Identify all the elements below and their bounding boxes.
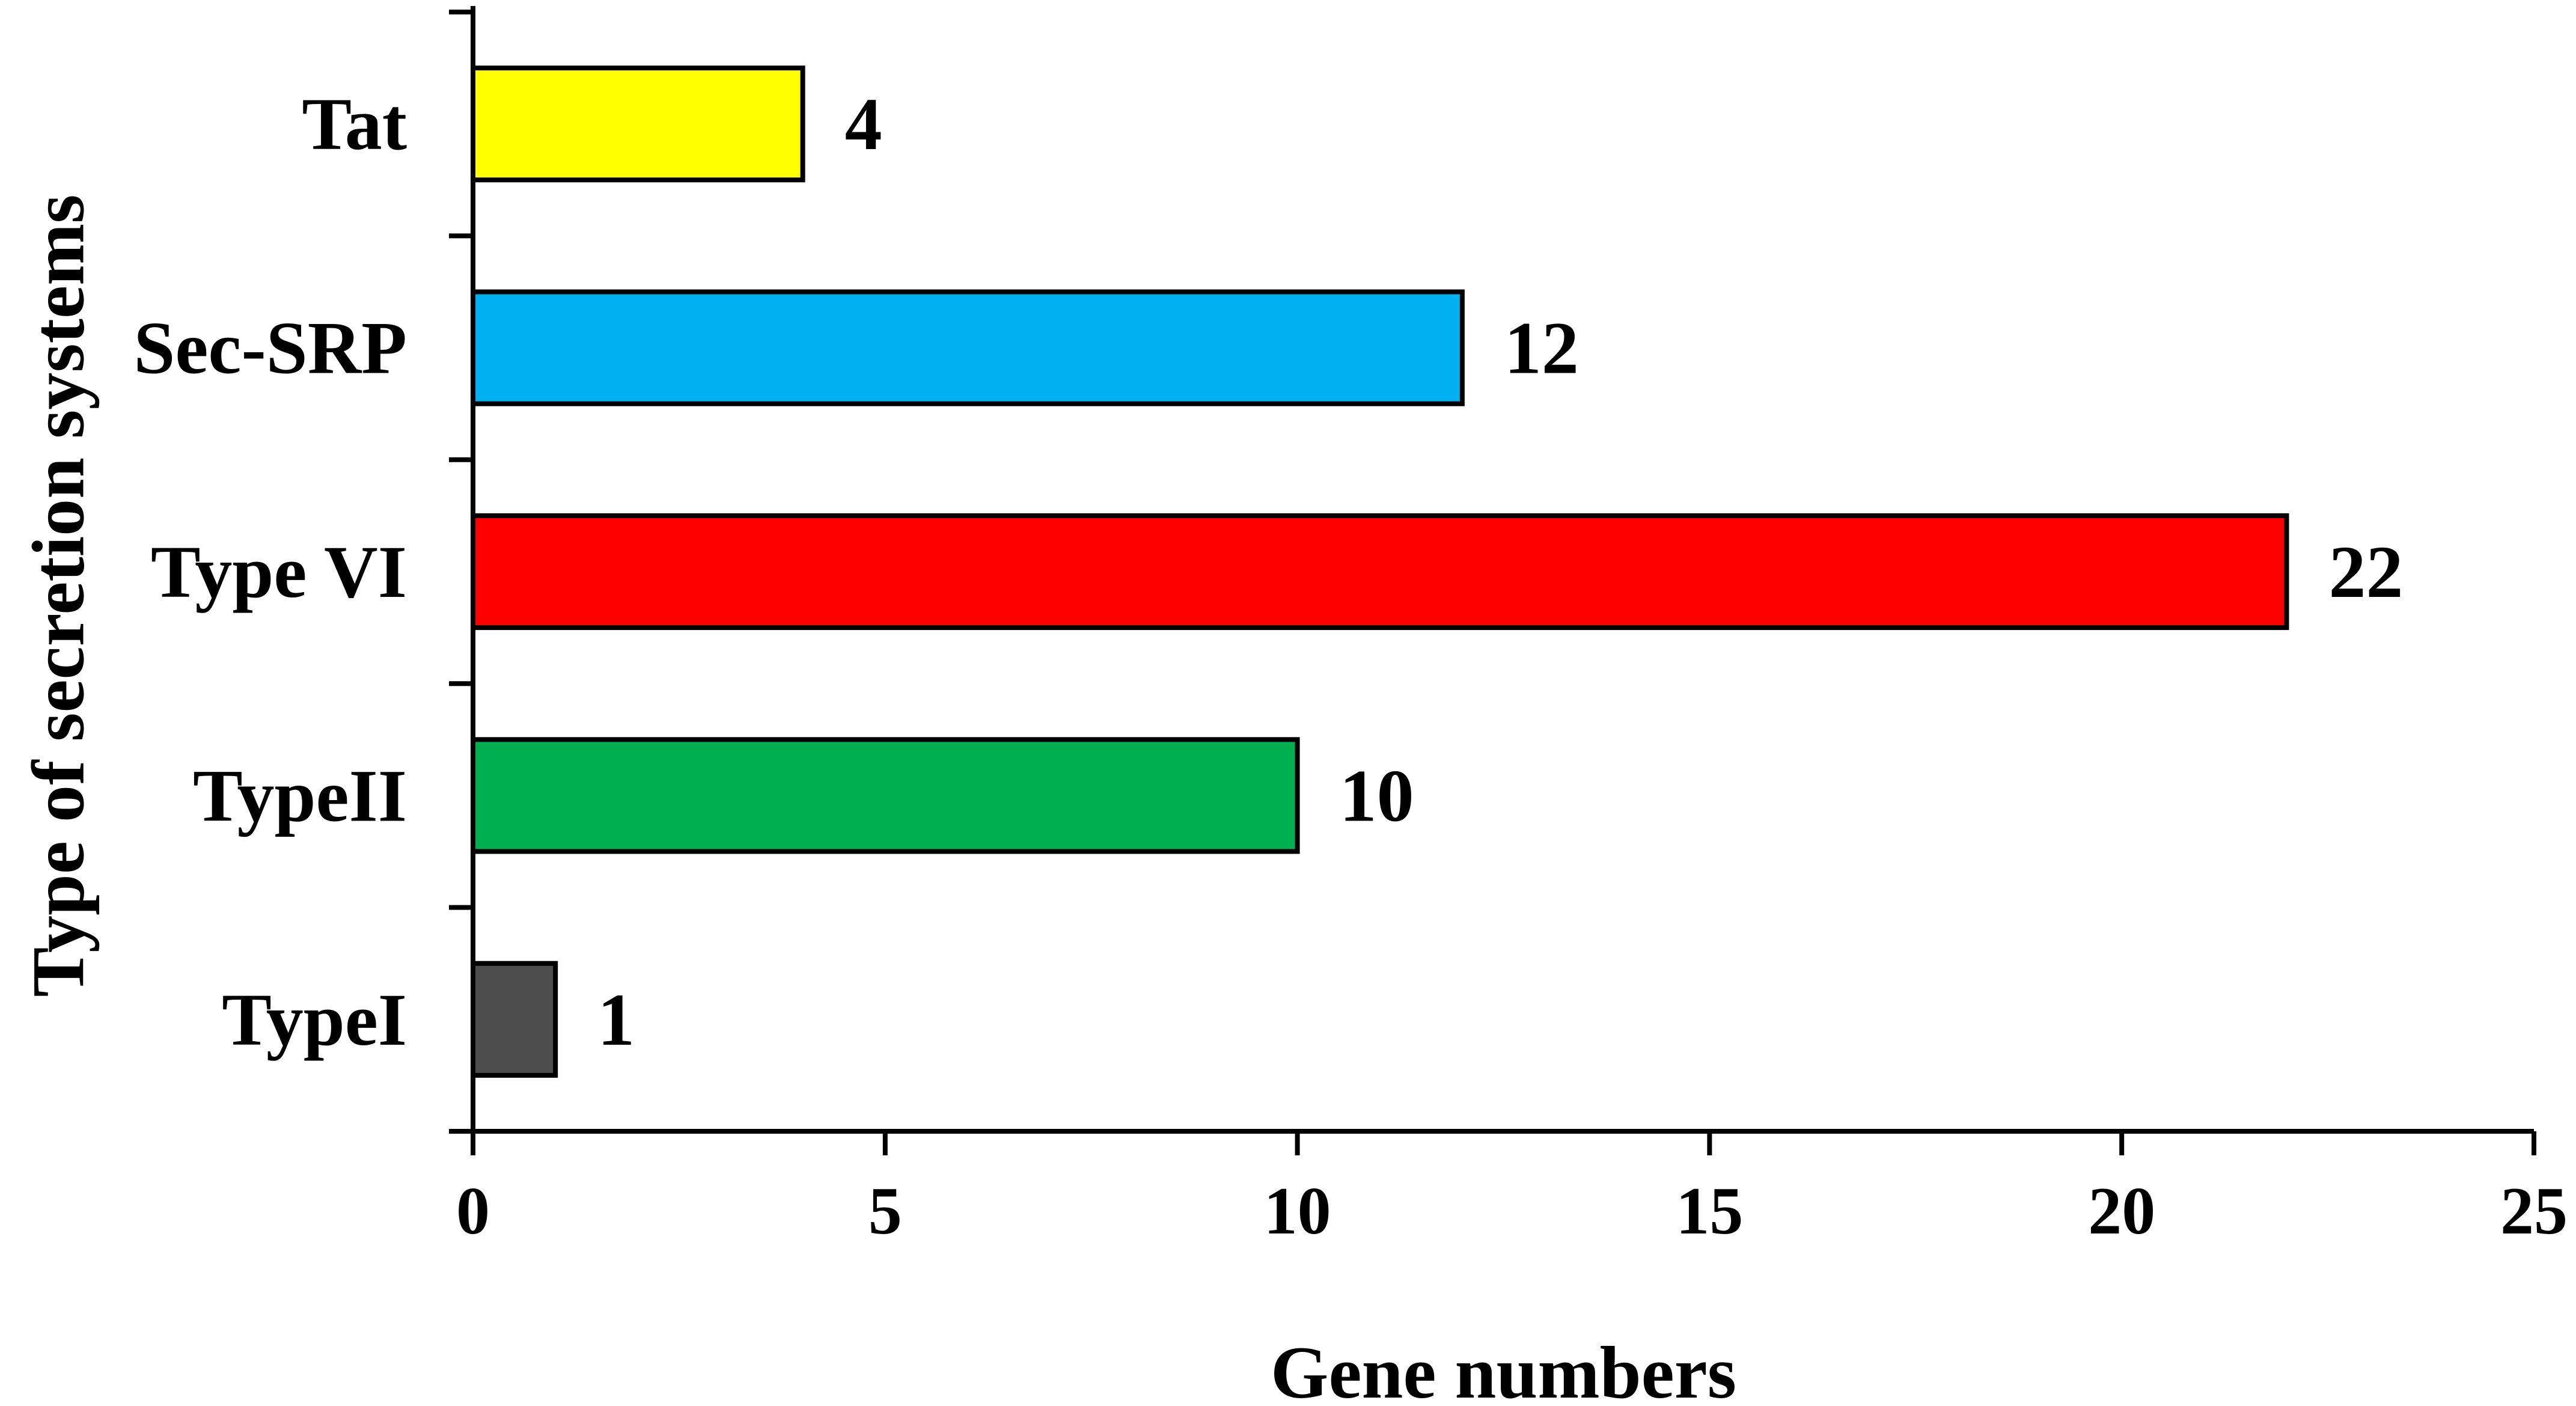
bar	[471, 737, 1300, 854]
y-axis-title: Type of secretion systems	[17, 194, 99, 997]
bar-value-label: 12	[1504, 307, 1579, 390]
category-label: TypeI	[222, 979, 407, 1061]
bars-group	[471, 66, 2289, 1078]
axes-group	[449, 6, 2534, 1134]
bar	[471, 513, 2289, 631]
category-label: Tat	[302, 83, 407, 165]
category-label: Type VI	[151, 531, 407, 613]
x-tick-labels-group: 0 5 10 15 20 25	[456, 1174, 2568, 1249]
bar	[471, 289, 1465, 406]
x-axis-title: Gene numbers	[1271, 1331, 1736, 1406]
category-labels-group: TypeI TypeII Type VI Sec-SRP Tat	[133, 83, 407, 1061]
category-label: Sec-SRP	[133, 307, 407, 390]
bar-value-label: 10	[1340, 754, 1414, 837]
y-ticks-group	[449, 10, 473, 1134]
value-labels-group: 1 10 22 12 4	[597, 83, 2403, 1061]
category-label: TypeII	[193, 754, 407, 837]
bar	[471, 961, 558, 1078]
bar-value-label: 22	[2329, 531, 2404, 613]
x-ticks-group	[471, 1131, 2536, 1155]
x-tick-label: 15	[1676, 1174, 1743, 1249]
bar-value-label: 4	[845, 83, 882, 165]
bar-value-label: 1	[597, 979, 635, 1061]
x-tick-label: 10	[1264, 1174, 1331, 1249]
x-tick-label: 20	[2088, 1174, 2155, 1249]
bar	[471, 66, 805, 183]
x-tick-label: 25	[2500, 1174, 2568, 1249]
x-tick-label: 0	[456, 1174, 490, 1249]
x-tick-label: 5	[868, 1174, 902, 1249]
